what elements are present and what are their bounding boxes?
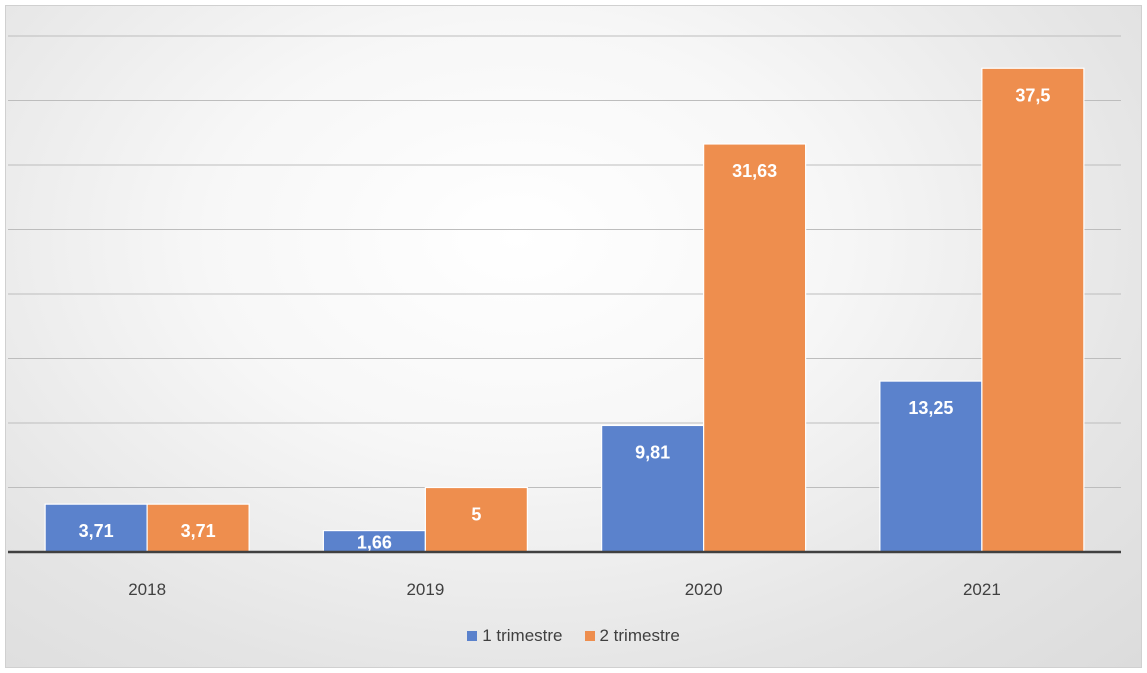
data-label-series-2-2020: 31,63 bbox=[732, 161, 777, 181]
bars bbox=[44, 67, 1085, 553]
bar-series-2-2018 bbox=[146, 503, 250, 553]
category-labels: 2018 2019 2020 2021 bbox=[128, 580, 1001, 599]
bar-series-2-2019 bbox=[424, 486, 528, 553]
bar-series-2-2021 bbox=[981, 67, 1085, 553]
data-label-series-2-2021: 37,5 bbox=[1015, 85, 1050, 105]
legend-label-series-1: 1 trimestre bbox=[482, 626, 563, 645]
category-label-2021: 2021 bbox=[963, 580, 1001, 599]
legend-item-series-2: 2 trimestre bbox=[584, 626, 680, 646]
legend-swatch-series-1 bbox=[467, 631, 478, 641]
category-label-2019: 2019 bbox=[406, 580, 444, 599]
data-label-series-1-2021: 13,25 bbox=[908, 398, 953, 418]
data-label-series-2-2018: 3,71 bbox=[181, 521, 216, 541]
category-label-2020: 2020 bbox=[685, 580, 723, 599]
legend: 1 trimestre 2 trimestre bbox=[0, 626, 1147, 646]
legend-swatch-series-2 bbox=[584, 631, 595, 641]
data-label-series-1-2019: 1,66 bbox=[357, 532, 392, 552]
data-label-series-2-2019: 5 bbox=[471, 505, 481, 525]
data-label-series-1-2020: 9,81 bbox=[635, 442, 670, 462]
bar-series-1-2020 bbox=[601, 424, 705, 553]
bar-series-1-2021 bbox=[879, 380, 983, 553]
legend-item-series-1: 1 trimestre bbox=[467, 626, 563, 646]
chart-area bbox=[5, 5, 1142, 668]
bar-series-2-2020 bbox=[703, 143, 807, 553]
data-label-series-1-2018: 3,71 bbox=[79, 521, 114, 541]
legend-label-series-2: 2 trimestre bbox=[599, 626, 680, 645]
data-labels: 3,71 3,71 1,66 5 9,81 31,63 13,25 37,5 bbox=[79, 85, 1051, 552]
category-label-2018: 2018 bbox=[128, 580, 166, 599]
